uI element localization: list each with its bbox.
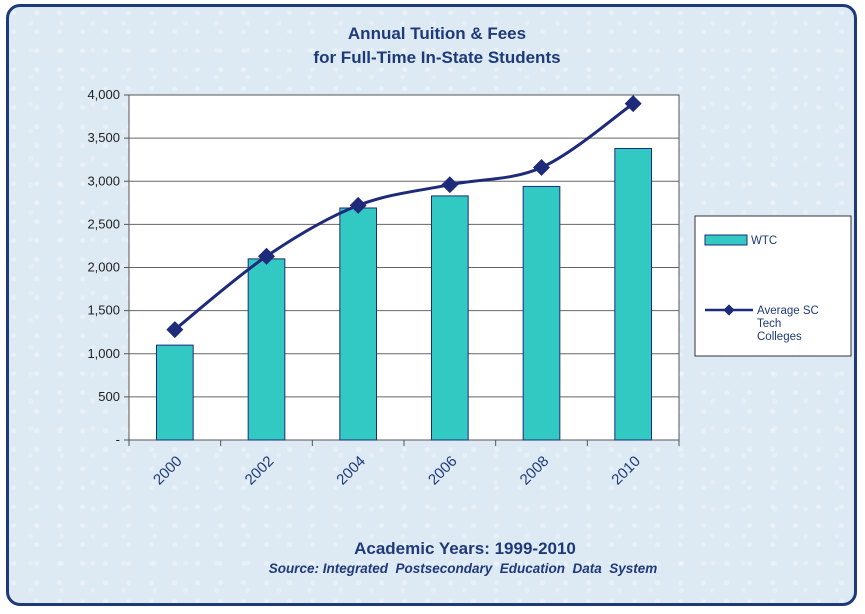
x-tick-label: 2010 [608,453,644,489]
chart: Annual Tuition & Fees for Full-Time In-S… [87,24,852,576]
x-axis-ticks: 2000 2002 2004 2006 2008 2010 [128,440,680,489]
y-tick-label: 3,500 [87,130,120,145]
source-note: Source: Integrated Postsecondary Educati… [269,561,658,576]
line-series [166,95,642,339]
legend-swatch-wtc [704,234,748,246]
legend-label-wtc: WTC [751,235,777,247]
chart-frame: Annual Tuition & Fees for Full-Time In-S… [6,4,857,606]
bar [339,207,378,441]
bar-series [156,147,652,441]
chart-title-line-2: for Full-Time In-State Students [313,48,560,67]
line-point [441,176,459,194]
x-tick-label: 2004 [333,453,369,489]
legend-label-avg-line-3: Colleges [757,331,802,343]
x-tick-label: 2008 [517,453,553,489]
y-axis-ticks: - 500 1,000 1,500 2,000 2,500 3,000 3,500 4,000 [87,87,129,447]
line-point [533,158,550,176]
bar [431,195,469,441]
x-tick-label: 2002 [242,453,278,489]
y-tick-label: 2,000 [87,260,120,275]
series-line-average-sc [173,102,635,331]
legend-label-avg-line-1: Average SC [757,305,819,317]
y-tick-label: 2,500 [87,216,120,231]
y-tick-label: 3,000 [87,173,120,188]
y-tick-label: 4,000 [87,87,120,102]
chart-title-line-1: Annual Tuition & Fees [348,24,526,43]
x-axis-title: Academic Years: 1999-2010 [354,539,576,558]
y-tick-label: 1,500 [87,303,120,318]
bar [522,185,561,441]
bar [156,344,194,441]
line-point [349,196,367,214]
line-point [624,95,642,113]
x-tick-label: 2000 [150,453,186,489]
y-tick-label: - [116,432,120,447]
legend-marker-avg [723,304,735,316]
line-point [166,321,184,339]
y-tick-label: 500 [98,389,120,404]
bar [247,258,286,441]
legend-label-avg-line-2: Tech [757,318,781,330]
bar [614,147,652,441]
y-tick-label: 1,000 [87,346,120,361]
line-point [258,247,275,265]
x-tick-label: 2006 [425,453,461,489]
legend: WTC Average SC Tech Colleges [694,215,852,357]
